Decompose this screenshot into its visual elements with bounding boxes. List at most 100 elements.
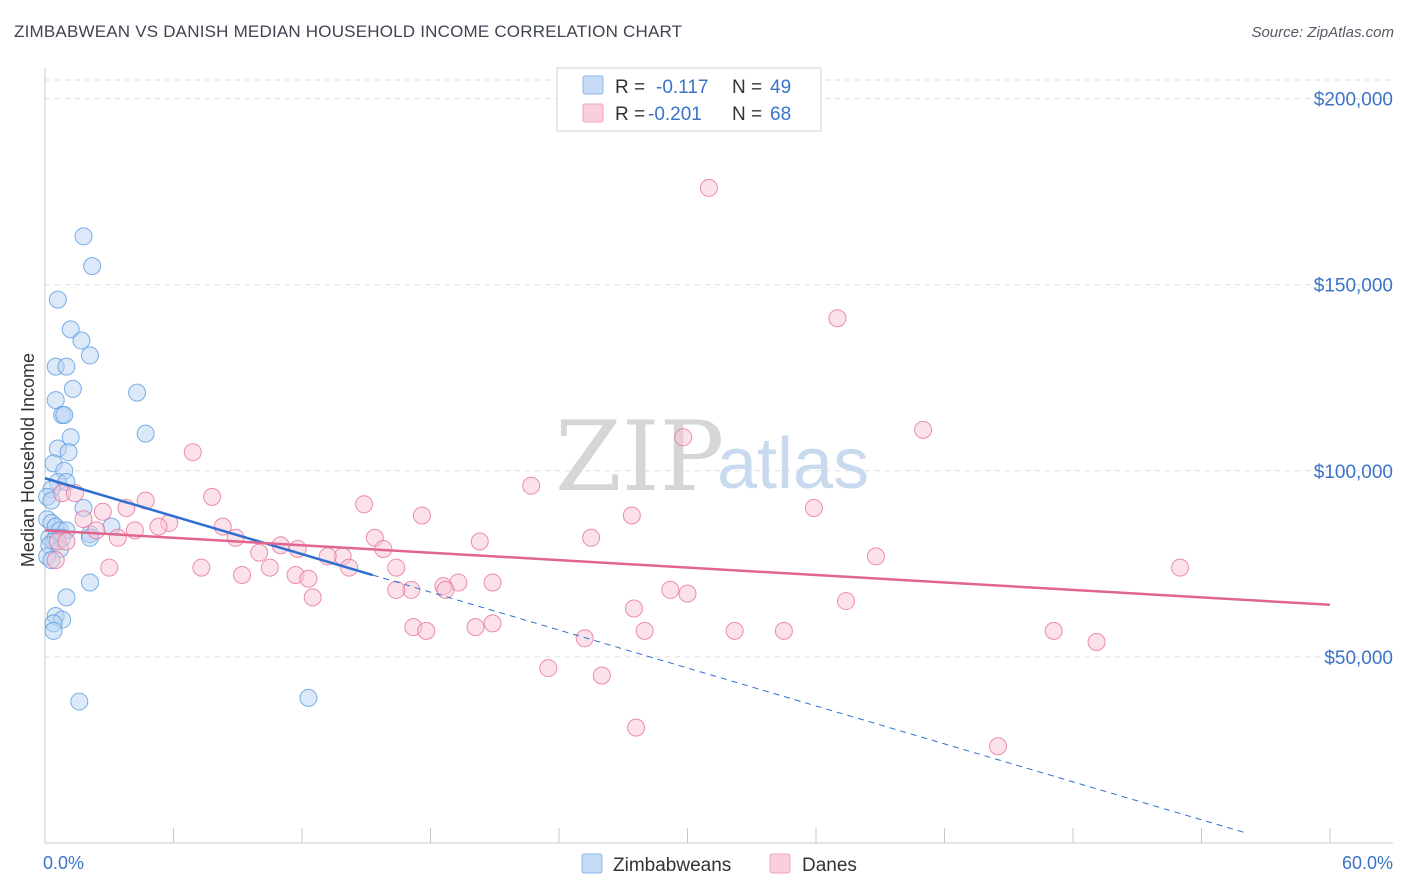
point-danes-5 [522,476,541,495]
point-danes-4 [183,443,202,462]
point-zimbabweans-8 [63,379,82,398]
legend-n-value-zimbabweans: 49 [770,77,791,98]
point-zimbabweans-42 [57,588,76,607]
legend-n-label: N = [732,104,762,125]
point-danes-16 [74,510,93,529]
point-danes-55 [836,592,855,611]
point-zimbabweans-41 [80,573,99,592]
legend-r-value-danes: -0.201 [648,104,702,125]
series-zimbabweans [38,227,318,711]
x-tick-label-min: 0.0% [43,853,84,873]
point-zimbabweans-47 [70,692,89,711]
point-danes-68 [592,666,611,685]
point-zimbabweans-5 [80,346,99,365]
point-danes-51 [661,580,680,599]
point-zimbabweans-0 [74,227,93,246]
point-danes-42 [1171,558,1190,577]
point-danes-37 [100,558,119,577]
source-credit: Source: ZipAtlas.com [1251,24,1394,41]
point-zimbabweans-48 [299,688,318,707]
point-danes-63 [774,621,793,640]
point-zimbabweans-7 [57,357,76,376]
point-danes-69 [627,718,646,737]
point-danes-15 [412,506,431,525]
point-danes-12 [804,499,823,518]
y-tick-labels: $50,000 $100,000 $150,000 $200,000 [1314,90,1393,669]
watermark-zip: ZIP [555,401,724,513]
point-zimbabweans-13 [136,424,155,443]
axes [44,68,1393,844]
point-danes-13 [93,502,112,521]
point-danes-43 [233,566,252,585]
y-tick-label-1: $100,000 [1314,462,1393,483]
x-tick-labels: 0.0% 60.0% [43,853,1393,873]
point-danes-18 [149,517,168,536]
point-danes-32 [250,543,269,562]
point-danes-58 [466,618,485,637]
point-danes-20 [87,521,106,540]
point-danes-53 [678,584,697,603]
y-tick-label-0: $50,000 [1324,648,1393,669]
point-danes-45 [299,569,318,588]
point-danes-39 [260,558,279,577]
point-danes-26 [470,532,489,551]
point-danes-54 [303,588,322,607]
point-zimbabweans-10 [46,391,65,410]
point-danes-3 [674,428,693,447]
x-tick-label-max: 60.0% [1342,853,1393,873]
legend-n-label: N = [732,77,762,98]
point-zimbabweans-46 [44,621,63,640]
correlation-legend: R = -0.117 N = 49 R = -0.201 N = 68 [556,67,822,132]
series-danes [46,178,1190,756]
point-zimbabweans-1 [83,257,102,276]
point-danes-38 [192,558,211,577]
point-danes-14 [622,506,641,525]
point-danes-70 [989,737,1008,756]
chart-title: ZIMBABWEAN VS DANISH MEDIAN HOUSEHOLD IN… [14,22,683,41]
trend-line-zimbabweans-extrapolated [372,574,1245,833]
point-danes-23 [108,528,127,547]
point-danes-60 [417,621,436,640]
trend-line-zimbabweans [44,477,374,577]
legend-swatch-zimbabweans [582,75,604,95]
point-danes-64 [1044,621,1063,640]
legend-r-label: R = [615,77,645,98]
point-danes-66 [1087,633,1106,652]
point-danes-56 [624,599,643,618]
series-legend: Zimbabweans Danes [581,853,857,876]
point-zimbabweans-12 [55,405,74,424]
legend-r-label: R = [615,104,645,125]
point-danes-1 [828,309,847,328]
point-danes-10 [355,495,374,514]
y-tick-label-3: $200,000 [1314,90,1393,111]
point-danes-49 [436,580,455,599]
point-danes-52 [387,580,406,599]
legend-swatch-danes [582,103,604,123]
point-zimbabweans-2 [48,290,67,309]
point-danes-2 [914,420,933,439]
trend-line-danes [44,529,1331,607]
y-tick-label-2: $150,000 [1314,276,1393,297]
point-zimbabweans-16 [59,443,78,462]
point-danes-57 [483,614,502,633]
point-zimbabweans-4 [72,331,91,350]
point-danes-28 [57,532,76,551]
legend-n-value-danes: 68 [770,104,791,125]
point-danes-61 [635,621,654,640]
watermark: ZIP atlas [555,401,869,513]
legend-r-value-zimbabweans: -0.117 [656,77,708,98]
point-zimbabweans-3 [61,320,80,339]
point-danes-67 [539,659,558,678]
series-label-zimbabweans: Zimbabweans [613,855,731,876]
series-swatch-danes [769,853,791,874]
point-danes-0 [699,178,718,197]
point-danes-65 [575,629,594,648]
series-label-danes: Danes [802,855,857,876]
point-danes-8 [203,487,222,506]
point-danes-40 [387,558,406,577]
point-danes-22 [582,528,601,547]
trend-lines [44,477,1331,833]
data-points [38,178,1190,756]
point-danes-35 [866,547,885,566]
